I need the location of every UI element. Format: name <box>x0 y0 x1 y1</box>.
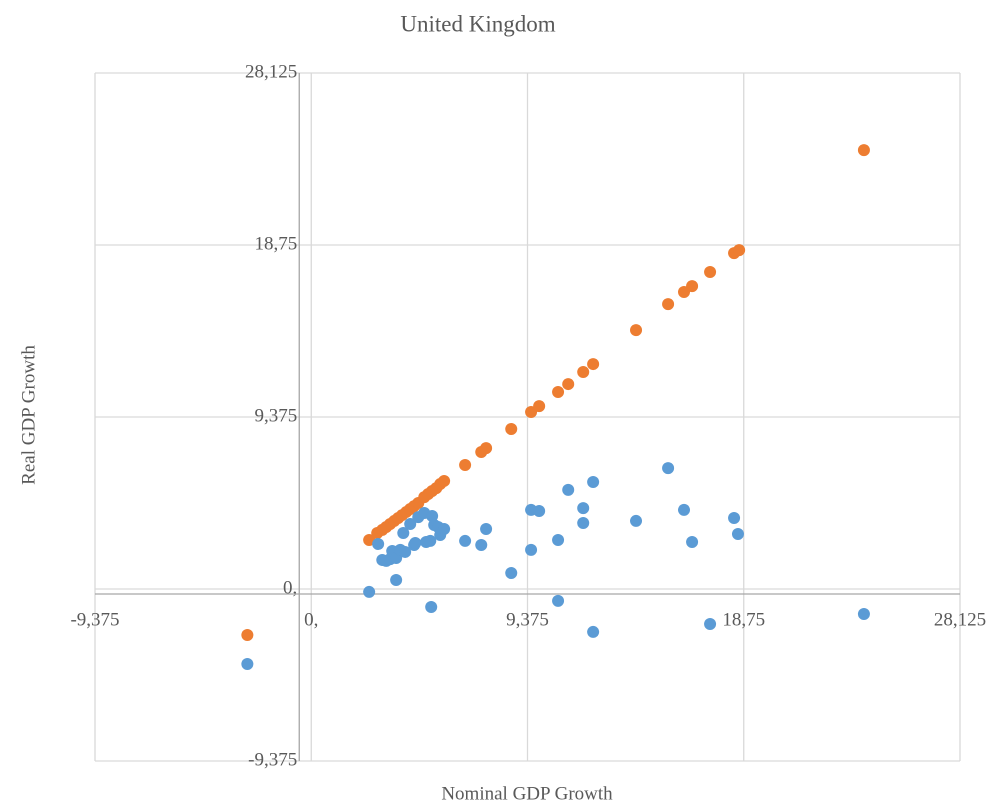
point <box>704 265 717 278</box>
point <box>630 324 643 337</box>
point <box>241 658 254 671</box>
point <box>587 625 600 638</box>
point <box>459 458 472 471</box>
point <box>857 607 870 620</box>
point <box>426 509 439 522</box>
point <box>533 505 546 518</box>
point <box>733 244 746 257</box>
point <box>728 511 741 524</box>
point <box>731 527 744 540</box>
point <box>424 534 437 547</box>
point <box>562 483 575 496</box>
point <box>704 618 717 631</box>
point <box>552 534 565 547</box>
point <box>577 365 590 378</box>
y-tick-label: -9,375 <box>248 749 297 770</box>
point <box>525 543 538 556</box>
point <box>552 594 565 607</box>
point <box>372 538 385 551</box>
point <box>662 298 675 311</box>
point <box>857 144 870 157</box>
point <box>363 534 376 547</box>
point <box>630 514 643 527</box>
chart-title: United Kingdom <box>400 11 555 36</box>
point <box>533 400 546 413</box>
x-axis-label: Nominal GDP Growth <box>441 783 613 804</box>
point <box>686 536 699 549</box>
x-tick-label: 0, <box>304 609 318 630</box>
point <box>480 442 493 455</box>
point <box>505 423 518 436</box>
point <box>241 629 254 642</box>
point <box>459 534 472 547</box>
point <box>363 585 376 598</box>
point <box>686 280 699 293</box>
point <box>399 545 412 558</box>
point <box>662 462 675 475</box>
y-tick-label: 18,75 <box>255 233 298 254</box>
point <box>480 523 493 536</box>
point <box>438 523 451 536</box>
y-tick-label: 0, <box>283 577 297 598</box>
point <box>409 536 422 549</box>
point <box>552 385 565 398</box>
point <box>425 600 438 613</box>
y-tick-label: 28,125 <box>245 61 297 82</box>
x-tick-label: 18,75 <box>722 609 765 630</box>
y-axis-label: Real GDP Growth <box>18 345 39 485</box>
x-tick-label: 28,125 <box>934 609 986 630</box>
point <box>390 574 403 587</box>
point <box>438 474 451 487</box>
point <box>562 378 575 391</box>
y-tick-label: 9,375 <box>255 405 298 426</box>
point <box>404 518 417 531</box>
x-tick-label: 9,375 <box>506 609 549 630</box>
point <box>505 567 518 580</box>
point <box>587 358 600 371</box>
point <box>678 503 691 516</box>
point <box>577 516 590 529</box>
point <box>397 527 410 540</box>
point <box>577 502 590 515</box>
point <box>587 476 600 489</box>
x-tick-label: -9,375 <box>70 609 119 630</box>
point <box>475 538 488 551</box>
